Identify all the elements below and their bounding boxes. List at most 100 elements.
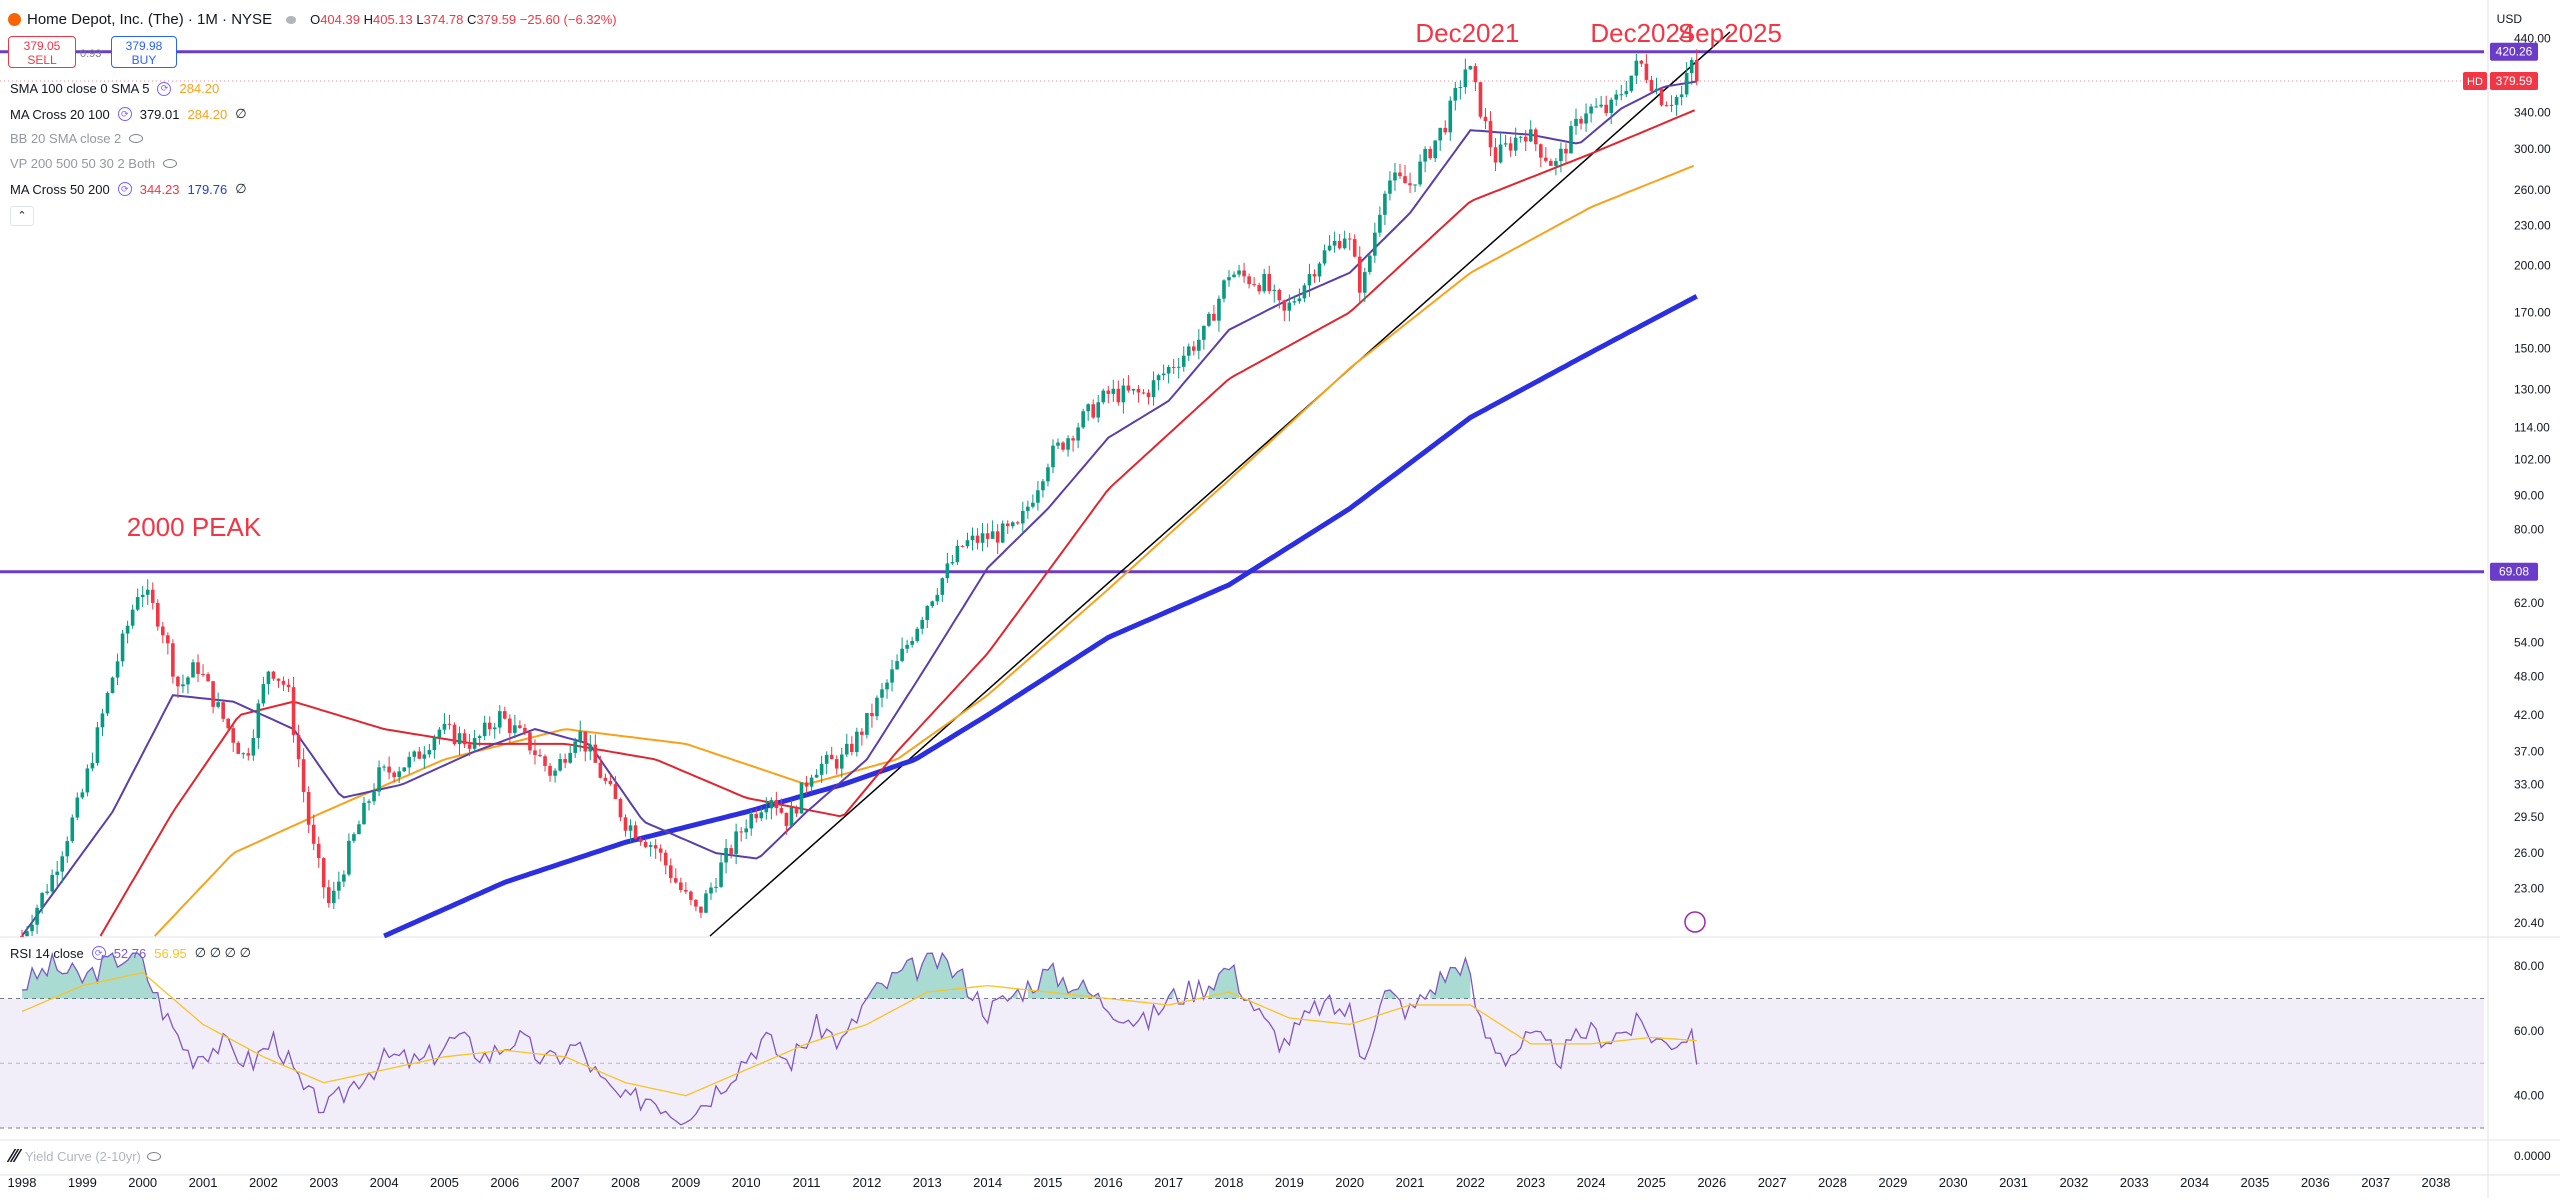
candle-body (236, 742, 241, 754)
candle-body (804, 782, 809, 787)
y-tick-label: 200.00 (2514, 259, 2551, 273)
buy-label: BUY (131, 53, 157, 67)
currency-label[interactable]: USD (2496, 12, 2522, 26)
eye-icon[interactable] (286, 15, 297, 24)
legend-ma50-value: 344.23 (139, 181, 180, 197)
annotation-label: Sep2025 (1678, 18, 1782, 48)
candle-body (1191, 346, 1196, 351)
hidden-eye-icon[interactable] (146, 1152, 161, 1161)
legend-ma200-value: 179.76 (187, 181, 228, 197)
candle-body (648, 845, 653, 847)
ma200-line (383, 294, 1698, 939)
collapse-legend-button[interactable]: ⌃ (10, 206, 34, 226)
candle-body (1569, 126, 1573, 154)
candle-body (241, 753, 246, 755)
lightning-icon (1684, 911, 1706, 933)
legend-bb[interactable]: BB 20 SMA close 2 (10, 131, 144, 146)
candle-body (20, 936, 24, 937)
y-tick-label: 300.00 (2514, 142, 2551, 156)
legend-vp[interactable]: VP 200 500 50 30 2 Both (10, 156, 178, 171)
hidden-eye-icon[interactable] (129, 134, 144, 143)
candle-body (482, 722, 487, 737)
sell-price: 379.05 (23, 39, 61, 53)
x-tick-label: 2033 (2120, 1175, 2149, 1190)
candle-body (709, 887, 713, 894)
candle-body (281, 680, 286, 685)
candle-body (779, 808, 784, 813)
candle-body (839, 754, 844, 769)
candle-body (1121, 385, 1126, 403)
candle-body (1493, 147, 1498, 163)
candle-body (1046, 467, 1050, 482)
settings-icon[interactable]: ⟳ (117, 182, 132, 196)
candle-body (1428, 148, 1432, 159)
buy-button[interactable]: 379.98 BUY (111, 36, 177, 68)
legend-ma-cross-50-200[interactable]: MA Cross 50 200 ⟳ 344.23 179.76 ∅ (10, 181, 247, 197)
candle-body (658, 848, 663, 853)
legend-sma100[interactable]: SMA 100 close 0 SMA 5 ⟳ 284.20 (10, 81, 219, 96)
candle-body (261, 684, 266, 704)
candle-body (844, 743, 849, 755)
candle-body (40, 892, 44, 908)
candle-body (1408, 183, 1412, 186)
price-tag (2490, 562, 2538, 581)
candle-body (95, 727, 100, 764)
candle-body (533, 750, 537, 755)
legend-ma-cross-20-100-name: MA Cross 20 100 (10, 106, 110, 122)
bottom-indicator-name: Yield Curve (2-10yr) (25, 1149, 141, 1164)
candle-body (1488, 121, 1493, 148)
settings-icon[interactable]: ⟳ (117, 107, 132, 121)
x-tick-label: 2022 (1456, 1175, 1485, 1190)
candle-body (347, 840, 351, 875)
candle-body (850, 743, 854, 752)
symbol-tag-label: HD (2467, 76, 2483, 88)
x-tick-label: 2025 (1637, 1175, 1666, 1190)
candle-body (704, 893, 708, 913)
candle-body (1051, 445, 1055, 468)
candle-body (618, 798, 623, 818)
ma20-line (21, 80, 1697, 937)
candle-body (724, 848, 728, 863)
candle-body (1015, 522, 1020, 524)
annotation-label: Dec2021 (1415, 18, 1519, 48)
legend-ma20-value: 379.01 (139, 106, 180, 122)
candle-body (337, 881, 341, 891)
candle-body (271, 671, 276, 679)
candle-body (623, 817, 628, 831)
candle-body (865, 713, 869, 735)
settings-icon[interactable]: ⟳ (91, 946, 106, 960)
candle-body (518, 725, 522, 728)
candle-body (432, 737, 437, 751)
candle-body (1533, 129, 1538, 145)
candle-body (1373, 232, 1377, 256)
candle-body (477, 736, 482, 739)
legend-ma-cross-20-100[interactable]: MA Cross 20 100 ⟳ 379.01 284.20 ∅ (10, 106, 247, 122)
y-tick-label: 26.00 (2514, 846, 2544, 860)
rsi-overbought-fill (866, 953, 968, 999)
ma100-line (154, 164, 1695, 937)
candle-body (256, 703, 261, 738)
legend-rsi[interactable]: RSI 14 close ⟳ 52.76 56.95 ∅ ∅ ∅ ∅ (10, 945, 251, 961)
candle-body (608, 780, 613, 785)
candle-body (1383, 193, 1387, 215)
hidden-eye-icon[interactable] (163, 159, 178, 168)
bottom-indicator[interactable]: ⁄⁄⁄ Yield Curve (2-10yr) (10, 1146, 161, 1167)
ohlc-open-value: 404.39 (320, 12, 360, 27)
candle-body (950, 562, 955, 564)
candle-body (1242, 270, 1246, 277)
candle-body (910, 641, 914, 645)
symbol-title[interactable]: Home Depot, Inc. (The) · 1M · NYSE (27, 11, 273, 28)
candle-body (372, 791, 376, 802)
candle-body (1297, 298, 1302, 302)
candle-body (1448, 100, 1453, 133)
candle-body (538, 754, 542, 757)
sell-button[interactable]: 379.05 SELL (8, 36, 76, 68)
candle-body (85, 768, 90, 793)
candle-body (1609, 99, 1614, 114)
settings-icon[interactable]: ⟳ (157, 81, 172, 96)
candle-body (306, 791, 311, 825)
candle-body (1654, 88, 1659, 92)
candle-body (155, 602, 160, 627)
